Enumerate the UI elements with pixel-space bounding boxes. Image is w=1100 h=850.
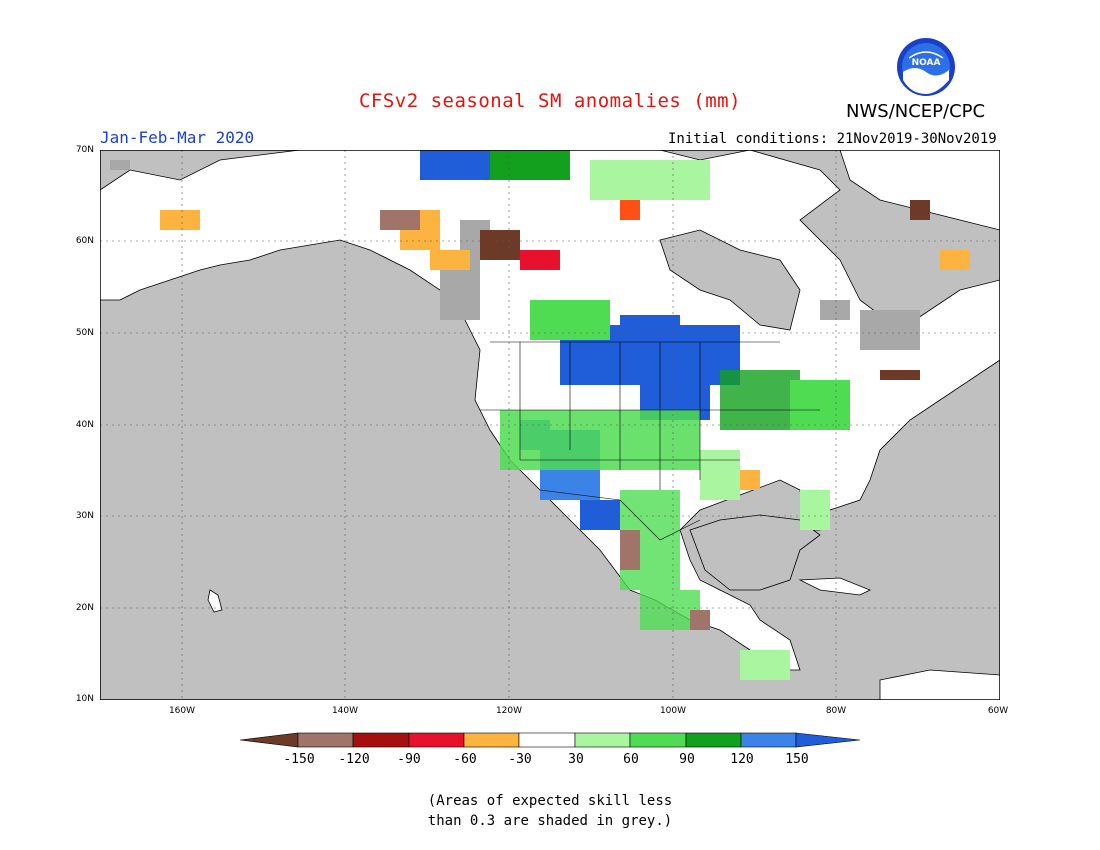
noaa-logo: NOAA [897,38,955,96]
lat-label-50n: 50N [75,328,94,338]
lon-label-160w: 160W [168,706,196,716]
legend-label: -120 [338,752,370,767]
lon-label-80w: 80W [825,706,847,716]
svg-text:NOAA: NOAA [912,58,941,68]
forecast-period: Jan-Feb-Mar 2020 [100,128,255,147]
legend-label: -90 [397,752,421,767]
lon-label-100w: 100W [659,706,687,716]
chart-title: CFSv2 seasonal SM anomalies (mm) [358,90,742,112]
legend-label: 30 [568,752,584,767]
legend-label: -30 [508,752,532,767]
legend-arrow-high [795,732,861,748]
agency-label: NWS/NCEP/CPC [846,101,986,122]
political-borders [480,341,820,541]
initial-conditions: Initial conditions: 21Nov2019-30Nov2019 [668,131,997,147]
legend-arrow-low [239,732,299,748]
lat-label-10n: 10N [75,694,94,704]
legend-label: -150 [283,752,315,767]
legend-label: -60 [453,752,477,767]
lat-label-60n: 60N [75,236,94,246]
lat-label-40n: 40N [75,420,94,430]
color-legend [239,732,861,748]
legend-label: 60 [623,752,639,767]
lat-label-20n: 20N [75,603,94,613]
skill-note-line-2: than 0.3 are shaded in grey.) [427,813,673,829]
lon-label-120w: 120W [495,706,523,716]
lat-label-70n: 70N [75,145,94,155]
anomaly-patches [160,150,970,680]
lat-label-30n: 30N [75,511,94,521]
lon-label-60w: 60W [987,706,1009,716]
legend-label: 90 [679,752,695,767]
anomaly-map [100,150,1000,700]
legend-label: 120 [730,752,754,767]
legend-label: 150 [785,752,809,767]
skill-note-line-1: (Areas of expected skill less [427,793,673,809]
graticule [100,150,1000,700]
lon-label-140w: 140W [331,706,359,716]
